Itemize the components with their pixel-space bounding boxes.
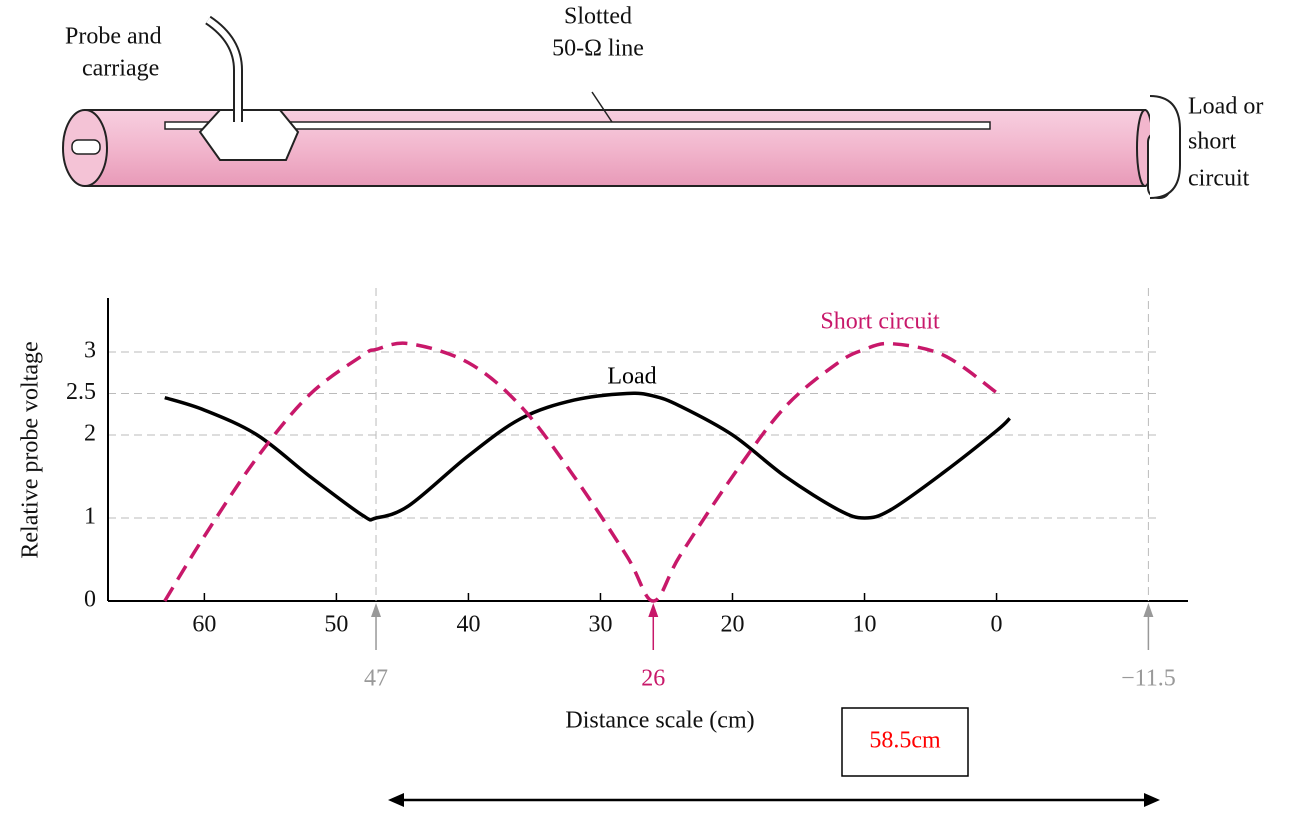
marker-label: 47 [364,666,388,692]
x-tick-label: 40 [456,612,480,638]
legend-label: Short circuit [820,309,940,335]
marker-arrowhead [371,603,382,617]
slotted-line-drawing: Probe and carriage Slotted 50-Ω line Loa… [62,4,1263,199]
load-label: short [1188,129,1236,155]
x-tick-label: 30 [588,612,612,638]
x-tick-label: 60 [192,612,216,638]
annotation-box [841,707,969,777]
line-label: 50-Ω line [552,36,644,62]
load-label: Load or [1188,94,1263,120]
y-tick-label: 0 [84,587,96,613]
y-tick-label: 2 [84,420,96,446]
marker-arrowhead [648,603,659,617]
marker-label: 26 [641,666,665,692]
x-tick-label: 0 [991,612,1003,638]
marker-label: −11.5 [1121,666,1176,692]
y-tick-label: 2.5 [66,379,96,405]
line-label: Slotted [564,4,632,30]
x-tick-label: 20 [720,612,744,638]
y-tick-label: 3 [84,337,96,363]
probe-label: Probe and [65,24,162,50]
x-tick-label: 50 [324,612,348,638]
x-tick-label: 10 [853,612,877,638]
series-line [164,391,1012,522]
series-line [163,341,998,603]
probe-label: carriage [82,56,159,82]
y-tick-label: 1 [84,503,96,529]
span-arrow [388,793,1160,807]
annotation: 58.5cm [869,728,941,754]
y-axis-label: Relative probe voltage [18,341,44,558]
marker-arrowhead [1143,603,1154,617]
load-label: circuit [1188,166,1250,192]
legend-label: Load [607,364,656,390]
x-axis-label: Distance scale (cm) [565,708,754,734]
